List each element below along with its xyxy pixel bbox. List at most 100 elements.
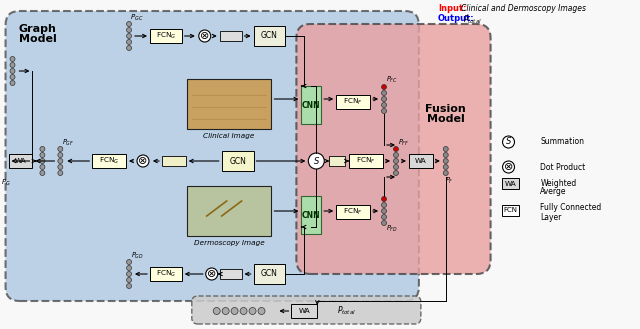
Circle shape — [381, 90, 387, 95]
Text: Weighted: Weighted — [540, 179, 577, 188]
Bar — [220, 269, 241, 279]
Circle shape — [381, 209, 387, 214]
Text: Input:: Input: — [438, 4, 467, 13]
Circle shape — [394, 170, 399, 175]
Text: FCN$_G$: FCN$_G$ — [156, 269, 176, 279]
Text: Fully Connected: Fully Connected — [540, 204, 602, 213]
Text: ⊗: ⊗ — [504, 162, 513, 172]
Circle shape — [394, 164, 399, 169]
Text: Clinical and Dermoscopy Images: Clinical and Dermoscopy Images — [461, 4, 586, 13]
Text: Summation: Summation — [540, 138, 584, 146]
Text: Fusion: Fusion — [426, 104, 466, 114]
Bar — [187, 79, 271, 129]
Bar — [253, 264, 285, 284]
Circle shape — [40, 164, 45, 169]
Circle shape — [240, 308, 247, 315]
Text: $P_{GC}$: $P_{GC}$ — [131, 13, 144, 23]
FancyBboxPatch shape — [6, 11, 419, 301]
Circle shape — [394, 153, 399, 158]
Text: WA: WA — [505, 181, 516, 187]
Circle shape — [231, 308, 238, 315]
Bar — [187, 186, 271, 236]
Text: GCN: GCN — [229, 157, 246, 165]
Text: FCN$_F$: FCN$_F$ — [356, 156, 376, 166]
Circle shape — [199, 30, 211, 42]
Text: Averge: Averge — [540, 188, 567, 196]
Text: S: S — [314, 157, 319, 165]
Circle shape — [10, 81, 15, 86]
Circle shape — [40, 146, 45, 151]
Text: FCN$_G$: FCN$_G$ — [156, 31, 176, 41]
Text: Output:: Output: — [438, 14, 474, 23]
Text: $P_{GF}$: $P_{GF}$ — [62, 138, 74, 148]
Circle shape — [127, 266, 132, 270]
Circle shape — [137, 155, 149, 167]
Circle shape — [205, 268, 218, 280]
Circle shape — [127, 260, 132, 265]
Circle shape — [502, 161, 515, 173]
Circle shape — [58, 153, 63, 158]
Circle shape — [127, 271, 132, 276]
Text: CNN: CNN — [302, 211, 321, 219]
Text: WA: WA — [415, 158, 427, 164]
Bar — [253, 26, 285, 46]
Circle shape — [308, 153, 324, 169]
Circle shape — [249, 308, 256, 315]
Text: $P_{FF}$: $P_{FF}$ — [398, 138, 410, 148]
Circle shape — [58, 164, 63, 169]
Text: ⊗: ⊗ — [207, 269, 216, 279]
Text: FCN: FCN — [504, 207, 518, 213]
Circle shape — [381, 196, 387, 201]
Text: $P_{FD}$: $P_{FD}$ — [386, 224, 398, 234]
Circle shape — [444, 159, 448, 164]
Circle shape — [10, 74, 15, 80]
Bar — [349, 154, 383, 168]
Text: Dot Product: Dot Product — [540, 163, 586, 171]
Text: Layer: Layer — [540, 213, 562, 221]
Bar — [150, 29, 182, 43]
Bar — [502, 205, 520, 216]
Circle shape — [502, 136, 515, 148]
Circle shape — [381, 109, 387, 114]
Circle shape — [127, 39, 132, 44]
Text: $P_{total}$: $P_{total}$ — [463, 14, 481, 27]
Text: $P_{FC}$: $P_{FC}$ — [386, 75, 398, 85]
Circle shape — [258, 308, 265, 315]
Circle shape — [127, 277, 132, 283]
Circle shape — [10, 57, 15, 62]
Circle shape — [222, 308, 229, 315]
Text: FCN$_F$: FCN$_F$ — [343, 207, 363, 217]
Circle shape — [58, 146, 63, 151]
Circle shape — [213, 308, 220, 315]
Bar — [162, 156, 186, 166]
FancyBboxPatch shape — [296, 24, 491, 274]
Circle shape — [40, 153, 45, 158]
Text: Dermoscopy Image: Dermoscopy Image — [194, 240, 264, 246]
Bar — [409, 154, 433, 168]
Bar — [336, 205, 370, 219]
Bar — [301, 86, 321, 124]
Circle shape — [381, 103, 387, 108]
Circle shape — [394, 159, 399, 164]
Circle shape — [381, 96, 387, 102]
Circle shape — [381, 85, 387, 89]
Text: Model: Model — [427, 114, 465, 124]
Text: FCN$_F$: FCN$_F$ — [343, 97, 363, 107]
Circle shape — [40, 170, 45, 175]
FancyBboxPatch shape — [192, 296, 421, 324]
Circle shape — [127, 284, 132, 289]
Text: $P_F$: $P_F$ — [445, 176, 454, 186]
Bar — [150, 267, 182, 281]
Circle shape — [127, 34, 132, 38]
Text: $P_{GD}$: $P_{GD}$ — [131, 251, 143, 261]
Circle shape — [10, 63, 15, 67]
Text: $P_G$: $P_G$ — [1, 178, 10, 188]
Bar — [502, 178, 520, 189]
Text: WA: WA — [15, 158, 26, 164]
Text: S: S — [506, 138, 511, 146]
Bar — [301, 196, 321, 234]
Text: FCN$_G$: FCN$_G$ — [99, 156, 119, 166]
Text: WA: WA — [298, 308, 310, 314]
Circle shape — [444, 146, 448, 151]
Text: ⊗: ⊗ — [138, 156, 148, 166]
